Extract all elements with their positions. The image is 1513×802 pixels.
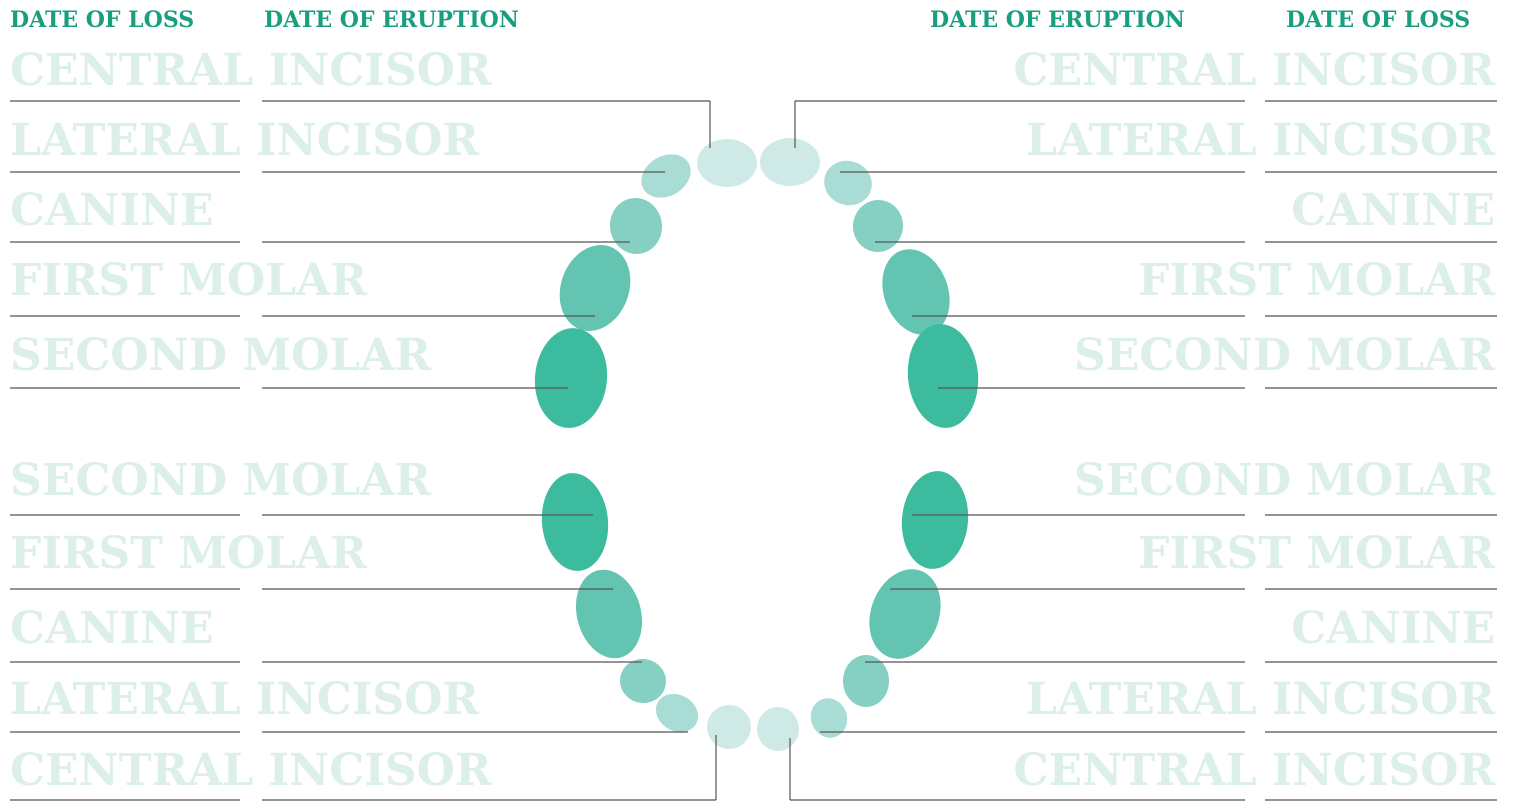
tooth-label: CENTRAL INCISOR (1013, 45, 1495, 96)
header: DATE OF LOSS (1286, 7, 1470, 33)
tooth-label: LATERAL INCISOR (10, 115, 479, 166)
tooth (805, 693, 853, 743)
tooth (707, 705, 751, 749)
tooth-label: CENTRAL INCISOR (10, 745, 492, 796)
tooth-label: LATERAL INCISOR (1026, 674, 1495, 725)
tooth-label: CANINE (1291, 603, 1495, 654)
tooth-label: FIRST MOLAR (10, 255, 367, 306)
tooth (697, 139, 757, 187)
tooth-label: FIRST MOLAR (1138, 255, 1495, 306)
tooth (566, 562, 651, 665)
tooth (843, 655, 889, 707)
tooth (633, 146, 698, 207)
tooth-label: FIRST MOLAR (10, 528, 367, 579)
header: DATE OF ERUPTION (264, 7, 519, 33)
tooth-label: LATERAL INCISOR (1026, 115, 1495, 166)
tooth (531, 325, 611, 431)
tooth-label: CANINE (1291, 185, 1495, 236)
tooth (538, 470, 612, 573)
tooth-chart: DATE OF LOSS DATE OF ERUPTION DATE OF ER… (0, 0, 1513, 802)
tooth (760, 138, 820, 186)
tooth-label: CENTRAL INCISOR (10, 45, 492, 96)
header: DATE OF LOSS (10, 7, 194, 33)
tooth (857, 559, 952, 669)
header: DATE OF ERUPTION (930, 7, 1185, 33)
tooth-label: SECOND MOLAR (10, 330, 431, 381)
tooth-label: CENTRAL INCISOR (1013, 745, 1495, 796)
tooth-label: FIRST MOLAR (1138, 528, 1495, 579)
tooth (898, 468, 972, 571)
tooth-label: LATERAL INCISOR (10, 674, 479, 725)
tooth (757, 707, 799, 751)
tooth (904, 321, 983, 431)
tooth-label: CANINE (10, 603, 214, 654)
tooth-label: SECOND MOLAR (1074, 455, 1495, 506)
tooth-label: SECOND MOLAR (10, 455, 431, 506)
tooth (849, 196, 907, 256)
tooth-label: CANINE (10, 185, 214, 236)
tooth-label: SECOND MOLAR (1074, 330, 1495, 381)
tooth (606, 194, 667, 258)
